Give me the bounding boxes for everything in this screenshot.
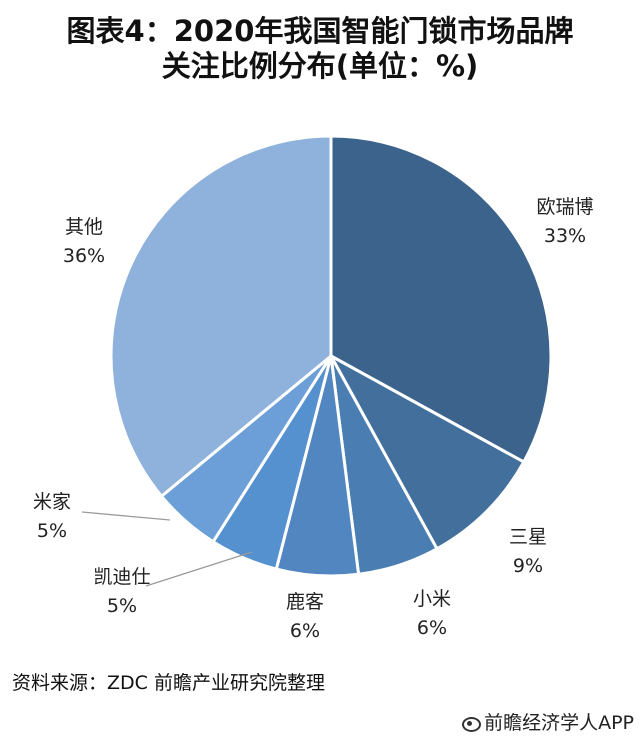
- pie-slice-2: [329, 354, 526, 551]
- leader-line-6: [81, 511, 171, 521]
- weibo-icon: [460, 714, 482, 732]
- slice-name-label-1: 欧瑞博: [536, 196, 593, 218]
- slice-value-label-2: 9%: [513, 555, 543, 577]
- slice-name-label-4: 鹿客: [286, 591, 324, 613]
- chart-title-line-1: 图表4：2020年我国智能门锁市场品牌: [66, 14, 574, 48]
- slice-value-label-3: 6%: [417, 617, 447, 639]
- slice-name-label-6: 米家: [33, 491, 71, 513]
- slice-value-label-1: 33%: [544, 225, 586, 247]
- slice-name-label-7: 其他: [65, 216, 103, 238]
- chart-title-line-2: 关注比例分布(单位：%): [161, 49, 479, 83]
- source-note: 资料来源：ZDC 前瞻产业研究院整理: [12, 672, 325, 694]
- leader-lines: [81, 511, 253, 587]
- leader-line-5: [145, 551, 253, 587]
- pie-slice-1: [329, 134, 553, 464]
- credit-text: 前瞻经济学人APP: [484, 712, 634, 734]
- pie-slice-7: [109, 134, 333, 498]
- slice-name-label-2: 三星: [509, 526, 547, 548]
- slice-name-label-3: 小米: [413, 588, 451, 610]
- pie-slices: [109, 134, 553, 578]
- slice-value-label-6: 5%: [37, 520, 67, 542]
- slice-value-label-4: 6%: [290, 620, 320, 642]
- slice-labels: 欧瑞博 33% 三星 9% 小米 6% 鹿客 6% 凯迪仕 5% 米家 5% 其他 36%: [33, 196, 594, 642]
- credit: 前瞻经济学人APP: [460, 708, 634, 735]
- chart-title: 图表4：2020年我国智能门锁市场品牌 关注比例分布(单位：%): [0, 14, 640, 84]
- slice-name-label-5: 凯迪仕: [93, 566, 150, 588]
- slice-value-label-7: 36%: [63, 245, 105, 267]
- slice-value-label-5: 5%: [107, 595, 137, 617]
